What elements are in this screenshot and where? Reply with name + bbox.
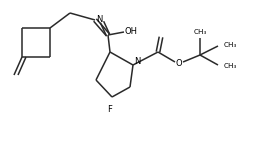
Text: CH₃: CH₃ (193, 29, 207, 35)
Text: OH: OH (124, 27, 137, 37)
Text: CH₃: CH₃ (223, 42, 237, 48)
Text: N: N (96, 15, 102, 24)
Text: O: O (176, 59, 182, 68)
Text: F: F (107, 104, 113, 114)
Text: CH₃: CH₃ (223, 63, 237, 69)
Text: N: N (134, 58, 140, 67)
